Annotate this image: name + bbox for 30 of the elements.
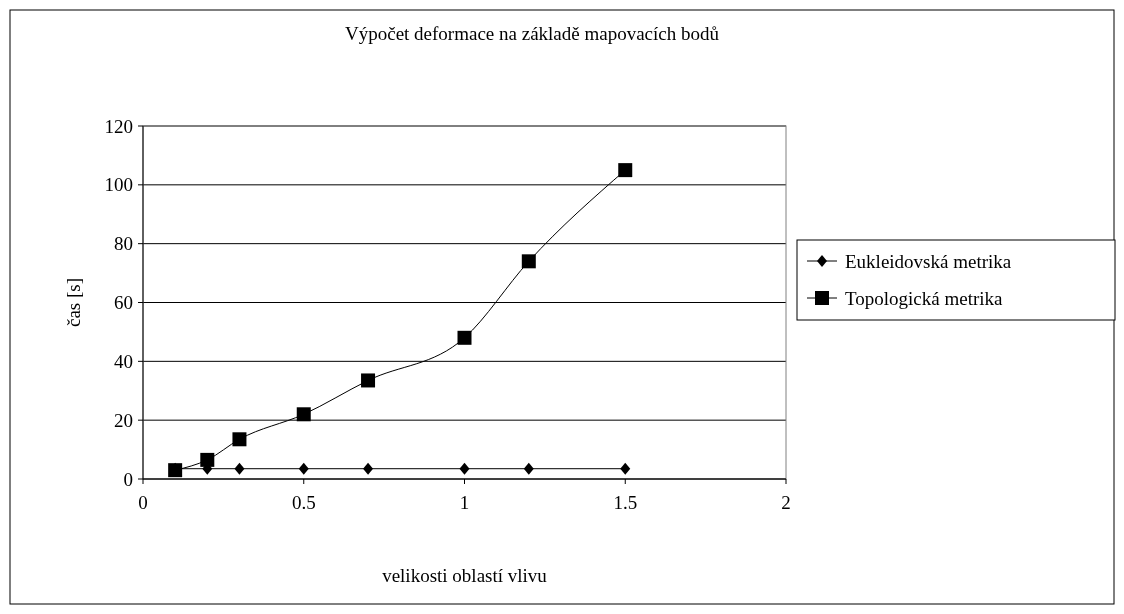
y-tick-label: 60: [114, 292, 133, 314]
x-tick-label: 2: [781, 492, 791, 513]
point: [200, 452, 215, 467]
point: [523, 462, 534, 475]
y-tick-label: 100: [104, 174, 133, 196]
y-tick-label: 20: [114, 409, 133, 431]
x-tick-label: 1: [459, 492, 470, 513]
point: [457, 330, 472, 345]
chart-title: Výpočet deformace na základě mapovacích bodů: [344, 23, 720, 44]
point: [232, 432, 247, 447]
legend-label: Topologická metrika: [845, 287, 1004, 309]
x-axis-title: velikosti oblastí vlivu: [382, 565, 548, 586]
x-tick-label: 0.5: [291, 492, 316, 513]
y-tick-label: 40: [114, 350, 133, 372]
x-tick-label: 0: [138, 492, 148, 513]
point: [521, 254, 536, 269]
y-tick-label: 120: [104, 115, 133, 137]
point: [620, 462, 631, 475]
legend-label: Eukleidovská metrika: [845, 250, 1012, 272]
y-axis-title: čas [s]: [63, 277, 84, 328]
point: [361, 373, 376, 388]
point: [298, 462, 309, 475]
point: [234, 462, 245, 475]
point: [363, 462, 374, 475]
y-tick-label: 0: [123, 468, 133, 490]
point: [459, 462, 470, 475]
y-tick-label: 80: [114, 233, 133, 255]
x-tick-label: 1.5: [613, 492, 638, 513]
point: [618, 163, 633, 178]
point: [296, 407, 311, 422]
